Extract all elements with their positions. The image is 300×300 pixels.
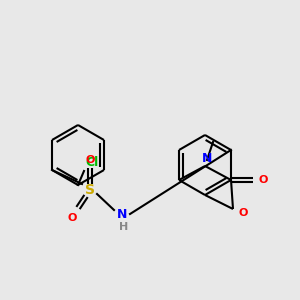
Text: O: O bbox=[238, 208, 248, 218]
Text: O: O bbox=[258, 175, 268, 185]
Text: H: H bbox=[119, 222, 129, 232]
Text: Cl: Cl bbox=[85, 157, 99, 169]
Text: O: O bbox=[85, 155, 95, 165]
Text: N: N bbox=[202, 152, 212, 164]
Text: O: O bbox=[67, 213, 77, 223]
Text: S: S bbox=[85, 183, 95, 197]
Text: N: N bbox=[117, 208, 127, 220]
